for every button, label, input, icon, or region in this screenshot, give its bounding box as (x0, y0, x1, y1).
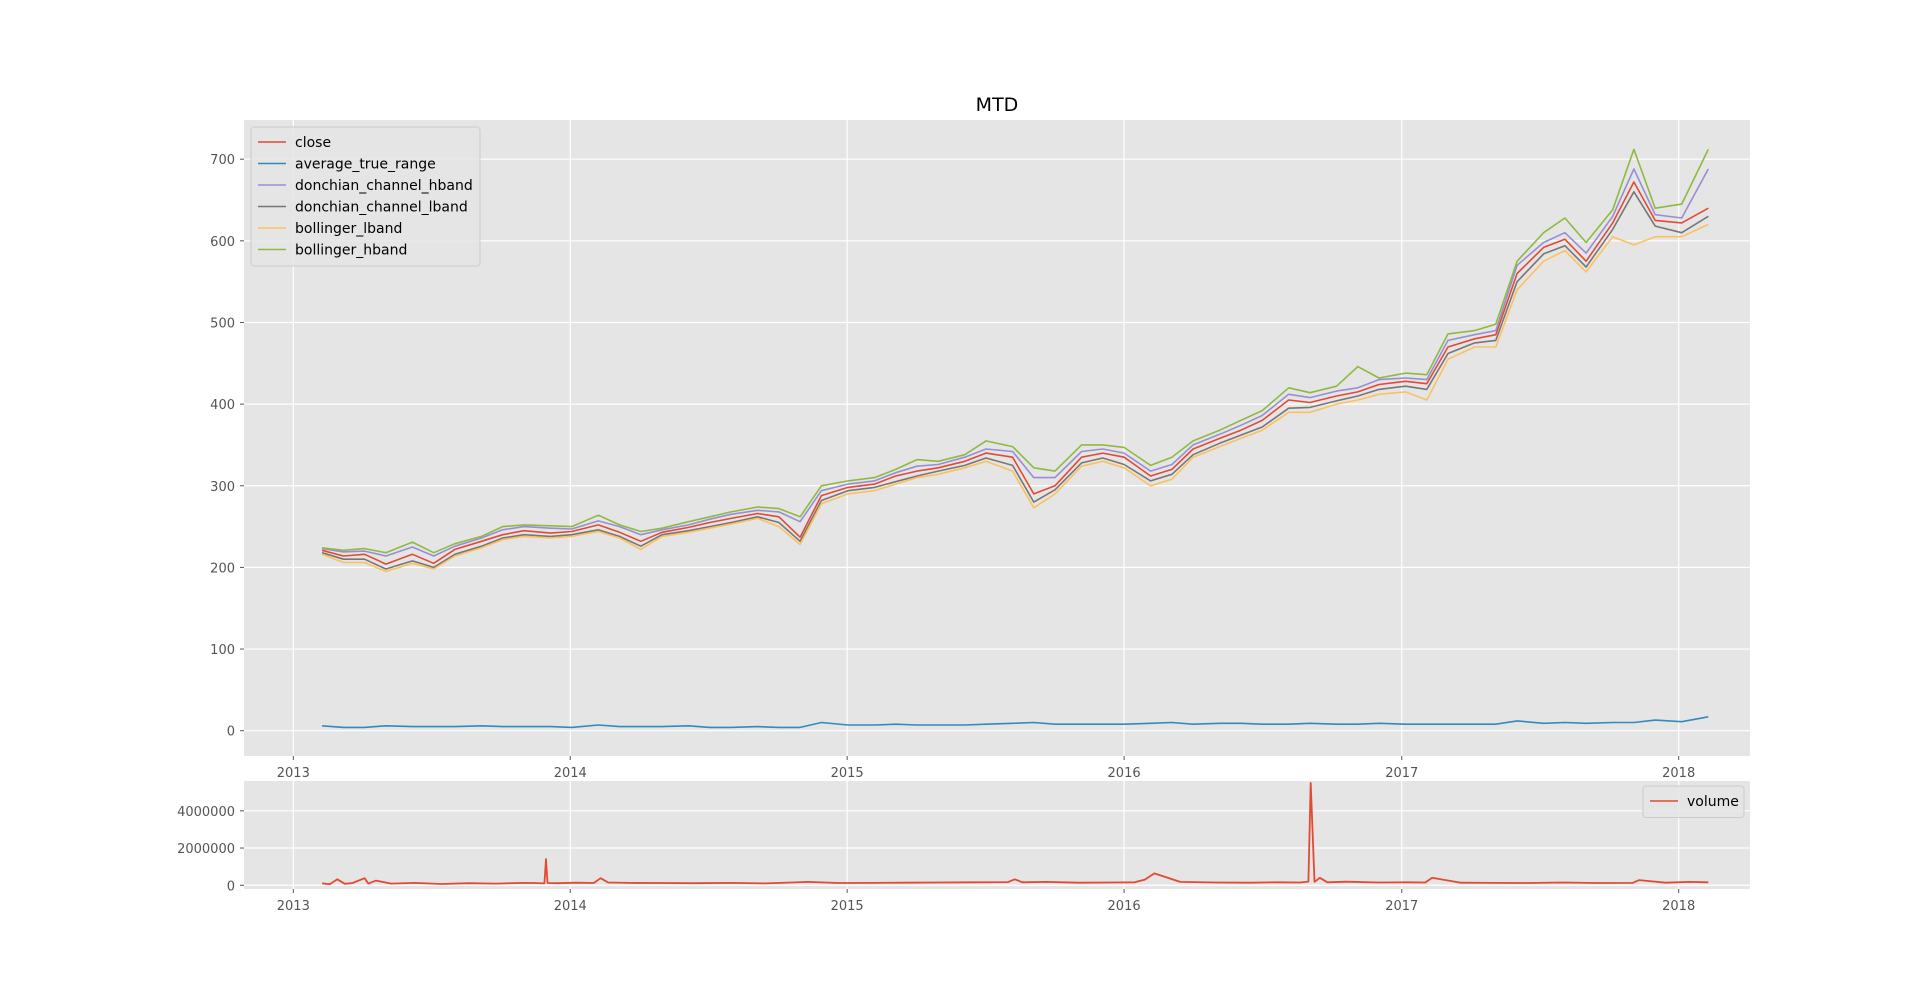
volume-grid (244, 781, 1750, 889)
volume-x-tick-label-2015: 2015 (831, 899, 864, 914)
main-y-tick-label-300: 300 (210, 480, 235, 495)
legend-label-volume: volume (1687, 794, 1739, 810)
volume-x-tick-label-2018: 2018 (1662, 899, 1695, 914)
main-y-tick-label-400: 400 (210, 398, 235, 413)
main-grid (244, 120, 1750, 756)
volume-y-tick-labels: 0 2000000 4000000 (177, 805, 244, 894)
volume-x-tick-label-2017: 2017 (1385, 899, 1418, 914)
main-legend-box (250, 126, 481, 267)
main-y-tick-label-200: 200 (210, 561, 235, 576)
volume-y-tick-label-2000000: 2000000 (177, 842, 235, 857)
series-line-average-true-range (322, 716, 1709, 729)
volume-legend: volume (1642, 785, 1745, 818)
main-chart: 2013 2014 2015 2016 2017 2018 0 100 200 300 400 50… (210, 94, 1750, 781)
volume-y-tick-label-4000000: 4000000 (177, 805, 235, 820)
main-y-tick-label-100: 100 (210, 643, 235, 658)
main-x-tick-label-2016: 2016 (1108, 766, 1141, 781)
volume-x-tick-label-2013: 2013 (277, 899, 310, 914)
series-line-bollinger-hband (322, 148, 1710, 554)
main-x-tick-label-2018: 2018 (1662, 766, 1695, 781)
legend-label-donchian-channel-hband: donchian_channel_hband (295, 178, 473, 194)
series-line-bollinger-lband (321, 223, 1709, 573)
main-y-tick-label-500: 500 (210, 316, 235, 331)
main-y-tick-label-700: 700 (210, 153, 235, 168)
legend-label-bollinger-hband: bollinger_hband (295, 243, 407, 259)
series-line-close (321, 181, 1709, 565)
legend-label-donchian-channel-lband: donchian_channel_lband (295, 200, 468, 216)
volume-x-tick-label-2016: 2016 (1108, 899, 1141, 914)
legend-label-average-true-range: average_true_range (295, 157, 436, 173)
series-line-donchian-channel-lband (321, 191, 1709, 570)
volume-y-tick-label-0: 0 (227, 879, 235, 894)
main-y-tick-label-0: 0 (227, 725, 235, 740)
main-x-tick-label-2014: 2014 (554, 766, 587, 781)
series-line-donchian-channel-hband (321, 168, 1710, 557)
legend-label-bollinger-lband: bollinger_lband (295, 221, 402, 237)
legend-label-close: close (295, 135, 331, 151)
main-x-tick-label-2017: 2017 (1385, 766, 1418, 781)
main-x-tick-label-2015: 2015 (831, 766, 864, 781)
main-x-tick-labels: 2013 2014 2015 2016 2017 2018 (277, 756, 1695, 781)
main-y-tick-label-600: 600 (210, 235, 235, 250)
main-plot-area (244, 120, 1750, 756)
main-legend: close average_true_range donchian_channel_… (250, 126, 481, 267)
volume-series (322, 782, 1709, 886)
main-x-tick-label-2013: 2013 (277, 766, 310, 781)
volume-x-tick-labels: 2013 2014 2015 2016 2017 2018 (277, 889, 1695, 914)
main-series (321, 148, 1710, 729)
main-y-tick-labels: 0 100 200 300 400 500 600 700 (210, 153, 244, 740)
chart-title: MTD (976, 94, 1019, 116)
series-line-volume (322, 782, 1709, 886)
volume-chart: 2013 2014 2015 2016 2017 2018 0 2000000 4000000… (177, 781, 1750, 914)
volume-legend-box (1642, 785, 1745, 818)
volume-plot-area (244, 781, 1750, 889)
volume-x-tick-label-2014: 2014 (554, 899, 587, 914)
